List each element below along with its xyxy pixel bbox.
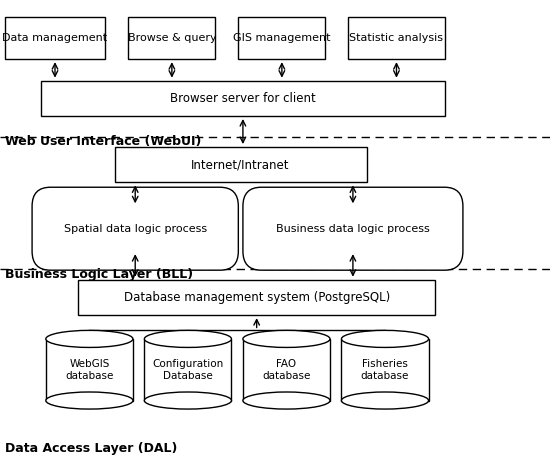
Ellipse shape	[243, 392, 330, 409]
Ellipse shape	[46, 330, 133, 347]
FancyBboxPatch shape	[128, 17, 216, 59]
Ellipse shape	[144, 330, 232, 347]
Ellipse shape	[144, 392, 232, 409]
Ellipse shape	[342, 392, 428, 409]
Text: Internet/Intranet: Internet/Intranet	[191, 158, 290, 171]
FancyBboxPatch shape	[243, 187, 463, 270]
Text: Configuration
Database: Configuration Database	[152, 359, 223, 381]
Text: GIS management: GIS management	[233, 33, 331, 43]
Text: Data Access Layer (DAL): Data Access Layer (DAL)	[4, 442, 177, 455]
Ellipse shape	[46, 392, 133, 409]
FancyBboxPatch shape	[342, 339, 428, 401]
FancyBboxPatch shape	[78, 280, 436, 315]
Text: WebGIS
database: WebGIS database	[65, 359, 113, 381]
FancyBboxPatch shape	[4, 17, 106, 59]
FancyBboxPatch shape	[41, 81, 444, 116]
FancyBboxPatch shape	[114, 147, 367, 182]
Text: Statistic analysis: Statistic analysis	[349, 33, 443, 43]
Text: Fisheries
database: Fisheries database	[361, 359, 409, 381]
Text: FAO
database: FAO database	[262, 359, 311, 381]
FancyBboxPatch shape	[46, 339, 133, 401]
FancyBboxPatch shape	[144, 339, 232, 401]
Text: Spatial data logic process: Spatial data logic process	[64, 224, 207, 234]
FancyBboxPatch shape	[238, 17, 326, 59]
FancyBboxPatch shape	[348, 17, 444, 59]
Ellipse shape	[342, 330, 428, 347]
Text: Data management: Data management	[2, 33, 108, 43]
Ellipse shape	[243, 330, 330, 347]
Text: Web User Interface (WebUI): Web User Interface (WebUI)	[4, 135, 201, 148]
Text: Database management system (PostgreSQL): Database management system (PostgreSQL)	[124, 291, 390, 304]
Text: Business Logic Layer (BLL): Business Logic Layer (BLL)	[4, 268, 192, 281]
FancyBboxPatch shape	[32, 187, 238, 270]
Text: Browse & query: Browse & query	[128, 33, 216, 43]
Text: Business data logic process: Business data logic process	[276, 224, 430, 234]
FancyBboxPatch shape	[243, 339, 330, 401]
Text: Browser server for client: Browser server for client	[170, 92, 316, 105]
